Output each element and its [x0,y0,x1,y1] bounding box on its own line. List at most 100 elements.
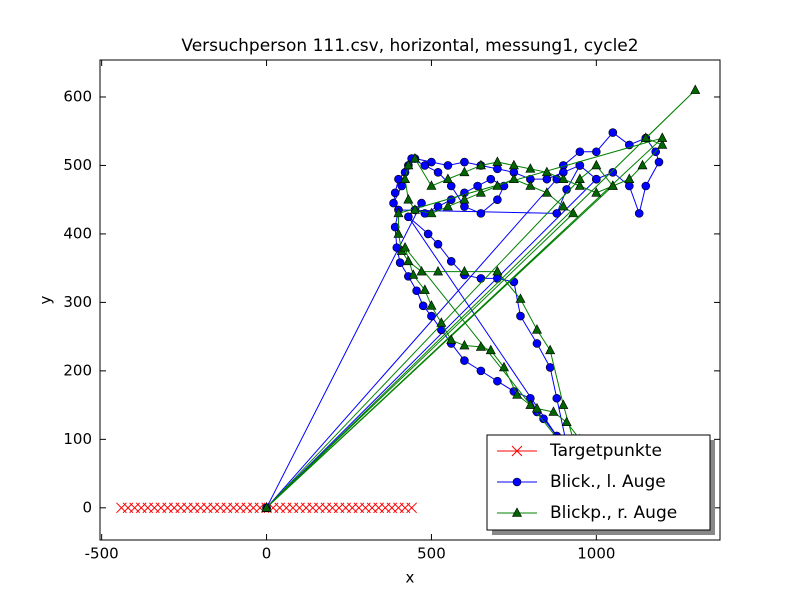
point [476,209,486,218]
legend-label: Targetpunkte [549,441,662,461]
point [492,265,503,276]
point [608,167,618,177]
point [634,209,644,218]
point [485,344,496,355]
x-tick-label: 500 [417,545,446,563]
point [460,202,469,211]
plot-frame [99,59,721,541]
point [446,257,456,266]
point [640,132,651,142]
point [592,147,601,157]
point [591,187,602,197]
point [657,139,668,149]
point [531,402,542,413]
point [473,181,482,191]
point [395,258,405,267]
point [446,181,456,191]
point [493,164,502,174]
x-tick-label: -500 [85,545,119,563]
point [400,173,411,183]
point [390,222,400,232]
point [607,180,618,190]
point [574,173,585,183]
point [409,152,420,163]
point [393,207,404,218]
x-tick-label: 1000 [577,545,615,563]
point [498,361,509,372]
point [539,414,548,424]
point [393,228,404,238]
point [508,173,519,183]
x-axis-label: x [406,569,415,587]
point [403,255,414,266]
point [531,324,542,334]
point [475,187,486,197]
y-tick-label: 300 [63,293,92,311]
point [443,161,453,170]
y-tick-label: 400 [63,224,92,242]
point [511,445,523,457]
point [545,363,555,372]
point [575,147,585,157]
point [475,159,486,170]
point [592,174,601,184]
point [459,194,470,204]
point [568,207,579,218]
point [508,159,519,170]
point [412,286,421,296]
y-tick-label: 200 [63,361,92,379]
point [561,416,572,427]
point [403,194,414,204]
legend-label: Blickp., r. Auge [550,503,677,523]
point [541,166,552,177]
point [404,212,413,222]
point [525,163,536,173]
y-tick-label: 100 [63,430,92,448]
point [460,356,469,365]
point [690,84,701,94]
point [545,344,556,355]
point [541,187,552,197]
point [516,311,525,321]
point [390,188,400,198]
point [446,334,457,344]
point [423,229,433,239]
point [420,161,430,170]
point [641,181,651,191]
point [442,200,453,211]
point [493,195,502,204]
point [486,174,496,184]
point [433,167,443,177]
point [512,477,522,487]
point [492,180,503,190]
point [552,209,562,218]
point [558,200,569,211]
y-tick-label: 600 [63,87,92,105]
point [637,159,648,170]
point [436,317,447,327]
point [492,156,503,166]
y-tick-label: 500 [63,156,92,174]
point [512,389,523,399]
point [418,301,428,311]
point [433,265,444,276]
point [419,284,430,294]
point [532,339,542,348]
point [624,173,635,183]
point [657,132,668,142]
point [548,406,559,416]
point [558,173,569,183]
point [426,180,437,190]
point [261,502,272,512]
point [459,339,470,350]
point [542,174,552,184]
point [574,180,585,190]
point [591,159,602,170]
point [475,341,486,351]
point [525,399,536,409]
point [416,265,427,276]
point [426,300,437,310]
point [433,239,443,249]
y-axis-label: y [37,295,55,304]
